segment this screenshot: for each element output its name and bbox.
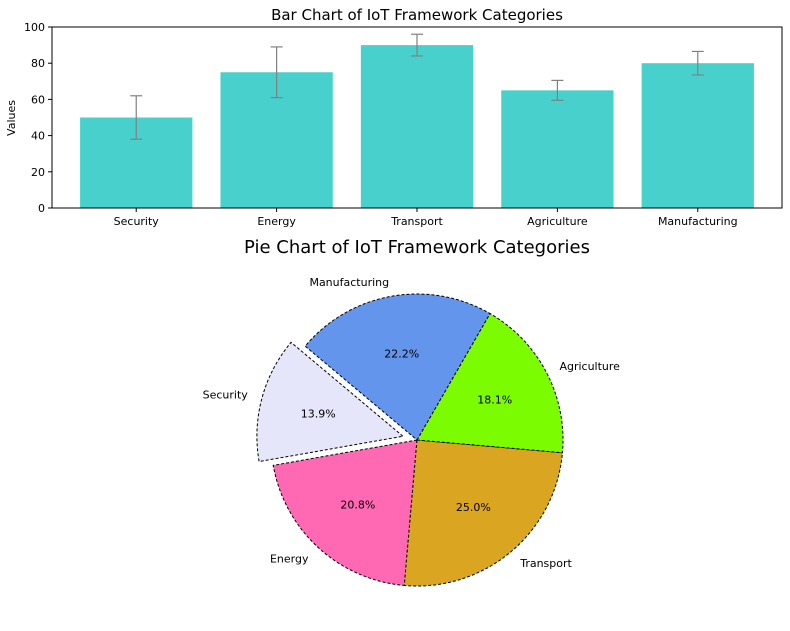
- y-tick-label: 0: [38, 202, 45, 215]
- x-tick-label: Transport: [390, 215, 443, 228]
- pie-label-agriculture: Agriculture: [559, 360, 620, 373]
- bar-manufacturing: [641, 63, 754, 209]
- pie-chart-title: Pie Chart of IoT Framework Categories: [244, 237, 590, 258]
- pie-slice-security: [256, 341, 405, 463]
- pie-labels: Security 13.9% Energy 20.8% Transport 25.0% Ag…: [203, 276, 621, 570]
- error-bar-manufacturing: [691, 50, 704, 76]
- error-bar-security: [130, 95, 143, 140]
- y-axis-ticks: 0 20 40 60 80 100: [24, 21, 52, 215]
- error-bars: [130, 33, 704, 140]
- bar-transport: [360, 45, 474, 208]
- pie-slice-transport: [403, 439, 563, 587]
- pie-label-transport: Transport: [519, 557, 572, 570]
- bar-chart-y-axis-label: Values: [5, 100, 18, 136]
- x-tick-label: Security: [114, 215, 160, 228]
- bar-chart-title: Bar Chart of IoT Framework Categories: [271, 6, 563, 24]
- y-tick-label: 80: [31, 57, 45, 70]
- pie-percent-manufacturing: 22.2%: [384, 348, 419, 361]
- pie-slices: [256, 293, 564, 587]
- pie-percent-energy: 20.8%: [340, 499, 375, 512]
- bar-agriculture: [501, 90, 614, 208]
- y-tick-label: 20: [31, 166, 45, 179]
- x-tick-label: Agriculture: [527, 215, 588, 228]
- pie-label-security: Security: [203, 389, 249, 402]
- pie-label-energy: Energy: [270, 552, 309, 565]
- pie-label-manufacturing: Manufacturing: [309, 276, 389, 289]
- pie-percent-security: 13.9%: [301, 408, 336, 421]
- pie-percent-agriculture: 18.1%: [477, 394, 512, 407]
- x-tick-label: Manufacturing: [658, 215, 738, 228]
- pie-slice-agriculture: [416, 312, 564, 454]
- error-bar-energy: [270, 46, 283, 99]
- y-tick-label: 40: [31, 130, 45, 143]
- bar-series: [80, 45, 754, 209]
- y-tick-label: 100: [24, 21, 45, 34]
- x-axis-ticks: Security Energy Transport Agriculture Manufa…: [114, 208, 738, 228]
- pie-slice-manufacturing: [304, 293, 491, 441]
- error-bar-transport: [411, 33, 423, 57]
- pie-slice-energy: [272, 439, 418, 586]
- pie-chart: Pie Chart of IoT Framework Categories Se…: [203, 237, 621, 587]
- y-tick-label: 60: [31, 93, 45, 106]
- x-tick-label: Energy: [257, 215, 296, 228]
- error-bar-agriculture: [551, 79, 564, 101]
- bar-chart: Bar Chart of IoT Framework Categories Va…: [5, 6, 783, 228]
- pie-percent-transport: 25.0%: [456, 501, 491, 514]
